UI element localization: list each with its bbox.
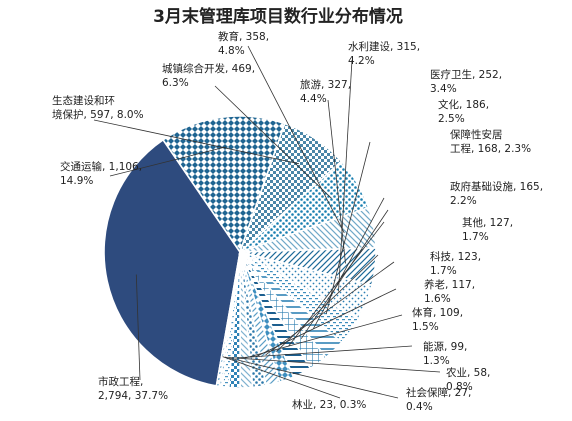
- leader-line: [276, 254, 379, 352]
- slice-label: 保障性安居工程, 168, 2.3%: [450, 128, 531, 155]
- pie-slice: [161, 115, 286, 254]
- leader-line: [265, 261, 395, 356]
- leader-line: [235, 345, 413, 359]
- slice-label: 医疗卫生, 252, 3.4%: [430, 68, 502, 95]
- leader-line: [327, 99, 346, 264]
- slice-labels: 市政工程, 2,794, 37.7% 交通运输, 1,106, 14.9% 生态建设和环…: [52, 30, 543, 413]
- slice-label: 农业, 58, 0.8%: [446, 366, 490, 393]
- slice-label: 政府基础设施, 165, 2.2%: [450, 180, 543, 207]
- leader-line: [254, 288, 397, 358]
- slice-label: 科技, 123, 1.7%: [430, 250, 481, 277]
- slice-label: 水利建设, 315, 4.2%: [348, 40, 420, 67]
- pie-slice: [215, 251, 241, 388]
- leader-line: [135, 274, 141, 381]
- leader-line: [244, 314, 403, 359]
- leader-line: [214, 85, 332, 199]
- slice-label: 旅游, 327, 4.4%: [300, 78, 351, 105]
- leader-line: [338, 59, 353, 292]
- pie-slices: [103, 115, 377, 389]
- leader-line: [93, 119, 299, 165]
- slice-label: 体育, 109, 1.5%: [412, 306, 463, 333]
- slice-label: 生态建设和环境保护, 597, 8.0%: [52, 94, 144, 121]
- leader-line: [228, 357, 441, 373]
- slice-label: 市政工程, 2,794, 37.7%: [98, 375, 168, 402]
- slice-label: 教育, 358, 4.8%: [218, 30, 269, 57]
- slice-label: 社会保障, 27, 0.4%: [406, 386, 471, 413]
- leader-line: [288, 221, 385, 347]
- leader-line: [313, 197, 385, 329]
- slice-label: 养老, 117, 1.6%: [424, 278, 475, 305]
- slice-label: 文化, 186, 2.5%: [438, 98, 489, 125]
- slice-label: 城镇综合开发, 469, 6.3%: [162, 62, 255, 89]
- leader-line: [109, 146, 226, 177]
- leader-line: [247, 45, 345, 234]
- leader-line: [222, 356, 341, 399]
- leader-line: [300, 209, 389, 339]
- slice-label: 其他, 127, 1.7%: [462, 216, 513, 243]
- slice-label: 林业, 23, 0.3%: [292, 398, 366, 411]
- slice-label: 能源, 99, 1.3%: [423, 340, 467, 367]
- leader-lines: [93, 45, 441, 399]
- leader-line: [325, 141, 371, 314]
- chart-title: 3月末管理库项目数行业分布情况: [153, 6, 403, 27]
- leader-line: [224, 356, 399, 399]
- slice-label: 交通运输, 1,106, 14.9%: [60, 160, 142, 187]
